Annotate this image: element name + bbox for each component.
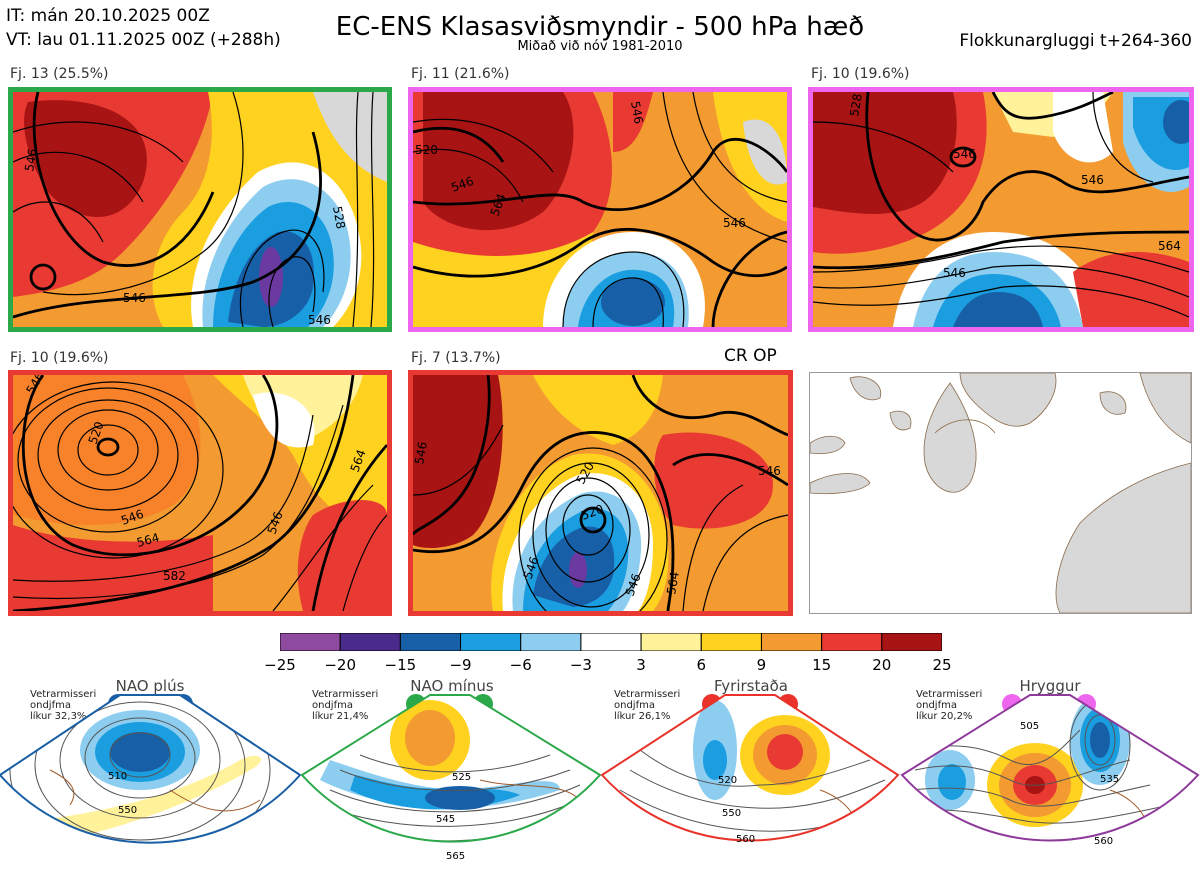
- extreme-negative-anomaly: [259, 247, 283, 307]
- colorbar-swatch: [399, 632, 462, 652]
- cr-op-label: CR OP: [724, 346, 777, 366]
- regime-contour-label: 520: [718, 775, 737, 786]
- colorbar-tick-label: 15: [812, 656, 832, 674]
- panel-label-4: Fj. 10 (19.6%): [10, 350, 109, 366]
- contour-label: 546: [758, 464, 781, 478]
- regime-contour-label: 560: [1094, 836, 1113, 847]
- colorbar-tick-label: −15: [384, 656, 417, 674]
- regime-note-1: Vetrarmisseri ondjfma líkur 32,3%: [30, 689, 97, 722]
- regime-title-nao-minus: NAO mínus: [410, 677, 494, 695]
- panel-label-5: Fj. 7 (13.7%): [411, 350, 501, 366]
- regime-title-ridge: Hryggur: [1019, 677, 1081, 695]
- colorbar-swatch: [520, 632, 582, 652]
- cluster-map-4: 546 520 546 564 582 546 564: [8, 370, 392, 616]
- colorbar-swatch: [460, 632, 522, 652]
- contour-label: 546: [723, 216, 746, 230]
- contour-label: 546: [953, 147, 976, 161]
- regime-title-nao-plus: NAO plús: [115, 677, 185, 695]
- colorbar-tick-label: 20: [872, 656, 892, 674]
- regime-contour-label: 510: [108, 771, 127, 782]
- contour-label: 564: [664, 571, 682, 596]
- issue-time: IT: mán 20.10.2025 00Z: [6, 6, 210, 26]
- colorbar-tick-label: −3: [569, 656, 592, 674]
- colorbar-swatch: [580, 632, 642, 652]
- colorbar-swatch: [821, 632, 883, 652]
- colorbar-swatch: [640, 632, 702, 652]
- valid-time: VT: lau 01.11.2025 00Z (+288h): [6, 30, 281, 50]
- contour-label: 546: [628, 100, 646, 125]
- colorbar-tick-label: 6: [696, 656, 707, 674]
- cluster-map-2: 520 546 564 546 546: [408, 87, 792, 332]
- regime-note-2: Vetrarmisseri ondjfma líkur 21,4%: [312, 689, 379, 722]
- colorbar-tick-label: 25: [932, 656, 952, 674]
- contour-label: 528: [847, 93, 865, 118]
- colorbar-swatch: [279, 632, 341, 652]
- regime-title-blocking: Fyrirstaða: [714, 677, 788, 695]
- contour-label: 564: [1158, 239, 1181, 253]
- regime-note-3: Vetrarmisseri ondjfma líkur 26,1%: [614, 689, 681, 722]
- colorbar-swatches: [279, 632, 943, 652]
- regime-contour-label: 560: [736, 834, 755, 845]
- contour-label: 546: [22, 148, 40, 173]
- colorbar-tick-label: −20: [324, 656, 356, 674]
- contour-label: 564: [135, 530, 161, 549]
- cluster-map-3: 528 546 546 564 546: [808, 87, 1194, 332]
- panel-label-2: Fj. 11 (21.6%): [411, 66, 510, 82]
- colorbar: [279, 632, 943, 655]
- panel-label-1: Fj. 13 (25.5%): [10, 66, 109, 82]
- regime-contour-label: 550: [118, 805, 137, 816]
- contour-label: 546: [943, 266, 966, 280]
- regime-contour-label: 550: [722, 808, 741, 819]
- contour-label: 546: [308, 313, 331, 327]
- colorbar-swatch: [339, 632, 401, 652]
- colorbar-tick-label: 3: [636, 656, 646, 674]
- page-title: EC-ENS Klasasviðsmyndir - 500 hPa hæð: [335, 12, 865, 42]
- operational-map: [809, 372, 1192, 614]
- contour-label: 582: [163, 569, 186, 583]
- contour-label: 546: [1081, 173, 1104, 187]
- colorbar-tick-label: −9: [449, 656, 472, 674]
- cluster-map-5: 546 520 520 546 546 564 546: [408, 370, 793, 616]
- strong-positive-anomaly: [24, 100, 147, 217]
- colorbar-tick-label: −6: [509, 656, 532, 674]
- land-grey: [313, 92, 387, 182]
- colorbar-tick-label: 9: [756, 656, 767, 674]
- contour-label: 520: [415, 143, 438, 157]
- page-subtitle: Miðað við nóv 1981-2010: [517, 39, 683, 54]
- regime-contour-label: 565: [446, 851, 465, 862]
- regime-contour-label: 545: [436, 814, 455, 825]
- regime-contour-label: 535: [1100, 774, 1119, 785]
- panel-label-3: Fj. 10 (19.6%): [811, 66, 910, 82]
- colorbar-tick-label: −25: [264, 656, 296, 674]
- regime-maps: 510 550 525 545 565: [0, 694, 1200, 862]
- regime-contour-label: 505: [1020, 721, 1039, 732]
- contour-label: 528: [330, 205, 348, 230]
- regime-note-4: Vetrarmisseri ondjfma líkur 20,2%: [916, 689, 983, 722]
- cluster-map-1: 546 546 528 546: [8, 87, 392, 332]
- classification-window: Flokkunargluggi t+264-360: [959, 31, 1192, 51]
- regime-contour-label: 525: [452, 772, 471, 783]
- colorbar-swatch: [700, 632, 762, 652]
- contour-label: 546: [413, 441, 430, 466]
- colorbar-swatch: [881, 632, 943, 652]
- colorbar-swatch: [760, 632, 823, 652]
- contour-label: 546: [123, 291, 146, 305]
